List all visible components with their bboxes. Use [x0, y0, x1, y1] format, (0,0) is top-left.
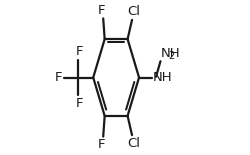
- Text: F: F: [98, 4, 106, 17]
- Text: Cl: Cl: [127, 137, 140, 150]
- Text: F: F: [76, 97, 84, 110]
- Text: NH: NH: [153, 71, 173, 84]
- Text: 2: 2: [168, 51, 175, 60]
- Text: F: F: [76, 45, 84, 58]
- Text: F: F: [55, 71, 62, 84]
- Text: NH: NH: [161, 47, 181, 60]
- Text: F: F: [98, 138, 106, 151]
- Text: Cl: Cl: [127, 5, 140, 18]
